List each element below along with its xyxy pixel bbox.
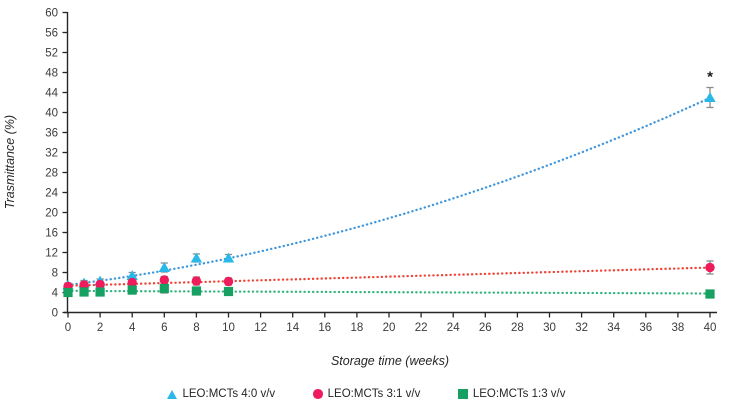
data-point-triangle <box>126 270 138 280</box>
legend-item-leo-mcts-4-0: LEO:MCTs 4:0 v/v <box>167 388 275 400</box>
data-point-square <box>63 287 73 298</box>
data-point-square <box>159 283 169 294</box>
y-tick-label: 60 <box>45 8 58 20</box>
trendline <box>66 266 712 287</box>
legend-item-leo-mcts-1-3: LEO:MCTs 1:3 v/v <box>458 388 566 400</box>
data-point-square <box>79 287 89 297</box>
x-tick-label: 18 <box>351 322 364 334</box>
data-point-square <box>127 285 137 295</box>
y-tick-label: 52 <box>45 48 58 60</box>
data-point-triangle <box>158 262 170 272</box>
y-tick-label: 32 <box>45 148 58 160</box>
x-tick-label: 0 <box>65 322 71 334</box>
triangle-marker-icon <box>167 389 178 399</box>
data-point-square <box>705 289 715 299</box>
y-tick-label: 0 <box>52 308 58 320</box>
y-tick-label: 16 <box>45 228 58 240</box>
data-point-circle <box>95 279 105 290</box>
circle-marker-icon <box>313 389 323 399</box>
y-tick-label: 8 <box>52 268 58 280</box>
y-tick-label: 28 <box>45 168 58 180</box>
significance-asterisk: * <box>707 69 713 86</box>
y-tick-label: 36 <box>45 128 58 140</box>
x-tick-label: 36 <box>639 322 652 334</box>
x-tick-label: 6 <box>161 322 167 334</box>
x-tick-label: 24 <box>447 322 460 334</box>
x-tick-label: 34 <box>607 322 620 334</box>
data-point-circle <box>159 275 169 285</box>
data-point-circle <box>79 280 89 290</box>
data-point-circle <box>705 262 715 273</box>
x-tick-label: 38 <box>672 322 685 334</box>
legend-label: LEO:MCTs 4:0 v/v <box>182 388 276 400</box>
y-tick-label: 12 <box>45 248 58 260</box>
legend-item-leo-mcts-3-1: LEO:MCTs 3:1 v/v <box>313 388 420 400</box>
data-point-circle <box>127 277 137 288</box>
data-point-square <box>191 286 201 296</box>
x-tick-label: 22 <box>415 322 428 334</box>
square-marker-icon <box>458 389 468 399</box>
data-point-triangle <box>222 252 235 263</box>
x-tick-label: 10 <box>222 322 235 334</box>
trendline <box>66 289 712 295</box>
data-point-circle <box>223 276 234 287</box>
y-tick-label: 56 <box>45 28 58 40</box>
data-point-square <box>223 286 234 297</box>
x-axis-title: Storage time (weeks) <box>331 354 449 368</box>
x-tick-label: 12 <box>254 322 267 334</box>
y-tick-label: 20 <box>45 208 58 220</box>
x-tick-label: 30 <box>543 322 556 334</box>
y-tick-label: 48 <box>45 68 58 80</box>
y-tick-label: 24 <box>45 188 58 200</box>
data-point-square <box>95 287 105 297</box>
x-tick-label: 16 <box>318 322 331 334</box>
legend-label: LEO:MCTs 1:3 v/v <box>472 388 566 400</box>
trendline <box>66 96 712 287</box>
x-tick-label: 2 <box>97 322 103 334</box>
x-tick-label: 8 <box>193 322 199 334</box>
x-tick-label: 40 <box>704 322 717 334</box>
y-tick-label: 4 <box>52 288 59 300</box>
y-axis-title: Trasmittance (%) <box>3 115 17 209</box>
y-tick-label: 44 <box>45 88 58 100</box>
x-tick-label: 26 <box>479 322 492 334</box>
x-tick-label: 28 <box>511 322 524 334</box>
y-tick-label: 40 <box>45 108 58 120</box>
data-point-triangle <box>704 92 716 102</box>
data-point-circle <box>191 276 202 286</box>
x-tick-label: 32 <box>575 322 588 334</box>
data-point-triangle <box>190 252 203 263</box>
x-tick-label: 14 <box>286 322 299 334</box>
x-tick-label: 20 <box>383 322 396 334</box>
legend-label: LEO:MCTs 3:1 v/v <box>327 388 421 400</box>
x-tick-label: 4 <box>129 322 136 334</box>
legend: LEO:MCTs 4:0 v/v LEO:MCTs 3:1 v/v LEO:MC… <box>0 388 733 400</box>
